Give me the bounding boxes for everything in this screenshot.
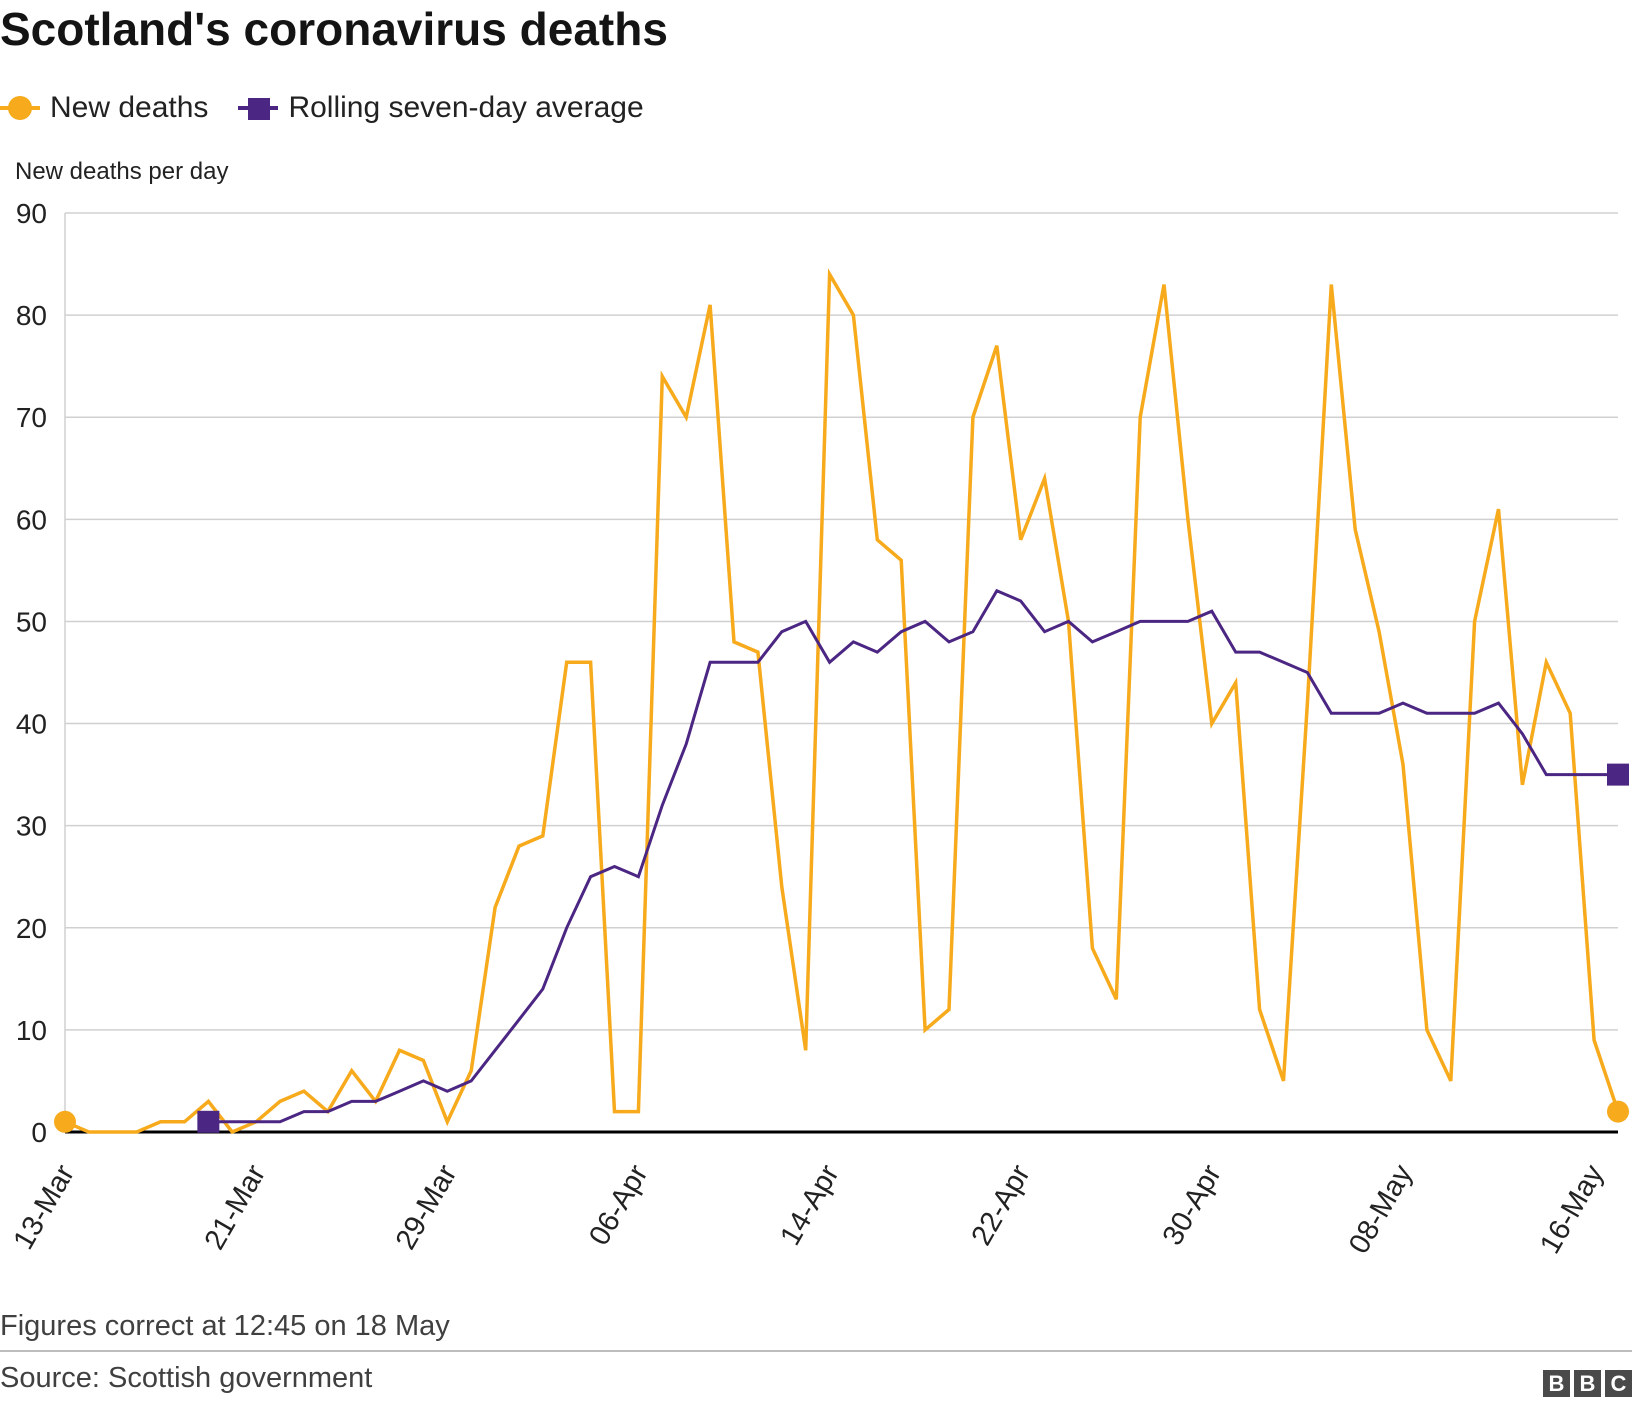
series-end-marker bbox=[1607, 1100, 1629, 1123]
chart-title: Scotland's coronavirus deaths bbox=[0, 3, 668, 55]
y-tick-label: 70 bbox=[16, 402, 47, 433]
x-tick-label: 08-May bbox=[1343, 1159, 1419, 1259]
y-tick-label: 10 bbox=[16, 1015, 47, 1046]
y-tick-label: 0 bbox=[31, 1117, 47, 1148]
x-tick-label: 21-Mar bbox=[199, 1159, 273, 1255]
series-end-marker bbox=[1607, 763, 1629, 786]
bbc-logo: B B C bbox=[1539, 1370, 1632, 1397]
x-tick-label: 13-Mar bbox=[7, 1159, 81, 1255]
footer-divider bbox=[0, 1350, 1632, 1352]
series-start-marker bbox=[54, 1110, 76, 1133]
footnote: Figures correct at 12:45 on 18 May bbox=[0, 1310, 450, 1342]
legend-item-rolling-average: Rolling seven-day average bbox=[238, 88, 644, 128]
legend-item-new-deaths: New deaths bbox=[0, 88, 208, 128]
y-tick-label: 50 bbox=[16, 606, 47, 637]
x-tick-label: 16-May bbox=[1534, 1159, 1610, 1259]
y-tick-label: 80 bbox=[16, 300, 47, 331]
legend-circle-icon bbox=[0, 88, 40, 128]
y-tick-label: 40 bbox=[16, 709, 47, 740]
x-tick-label: 22-Apr bbox=[966, 1159, 1037, 1251]
legend-label-rolling-average: Rolling seven-day average bbox=[288, 91, 644, 124]
legend-label-new-deaths: New deaths bbox=[50, 91, 209, 124]
source-note: Source: Scottish government bbox=[0, 1362, 373, 1394]
line-chart: New deaths per day 0 10 20 30 40 50 60 70 80 90 1… bbox=[7, 158, 1629, 1259]
logo-letter: B bbox=[1574, 1370, 1601, 1397]
y-tick-label: 20 bbox=[16, 913, 47, 944]
logo-letter: B bbox=[1543, 1370, 1570, 1397]
x-tick-label: 06-Apr bbox=[583, 1159, 654, 1251]
series-line-new-deaths bbox=[64, 268, 1620, 1135]
logo-letter: C bbox=[1605, 1370, 1632, 1397]
legend-square-icon bbox=[238, 88, 279, 128]
series-line-rolling-average bbox=[208, 588, 1618, 1124]
x-tick-label: 14-Apr bbox=[774, 1159, 845, 1251]
y-axis-label: New deaths per day bbox=[15, 158, 228, 185]
legend: New deaths Rolling seven-day average bbox=[0, 88, 674, 128]
x-tick-label: 30-Apr bbox=[1157, 1159, 1228, 1251]
series-start-marker bbox=[197, 1110, 220, 1133]
y-tick-label: 30 bbox=[16, 811, 47, 842]
x-tick-label: 29-Mar bbox=[390, 1159, 464, 1255]
y-tick-label: 90 bbox=[16, 198, 47, 229]
y-tick-label: 60 bbox=[16, 504, 47, 535]
